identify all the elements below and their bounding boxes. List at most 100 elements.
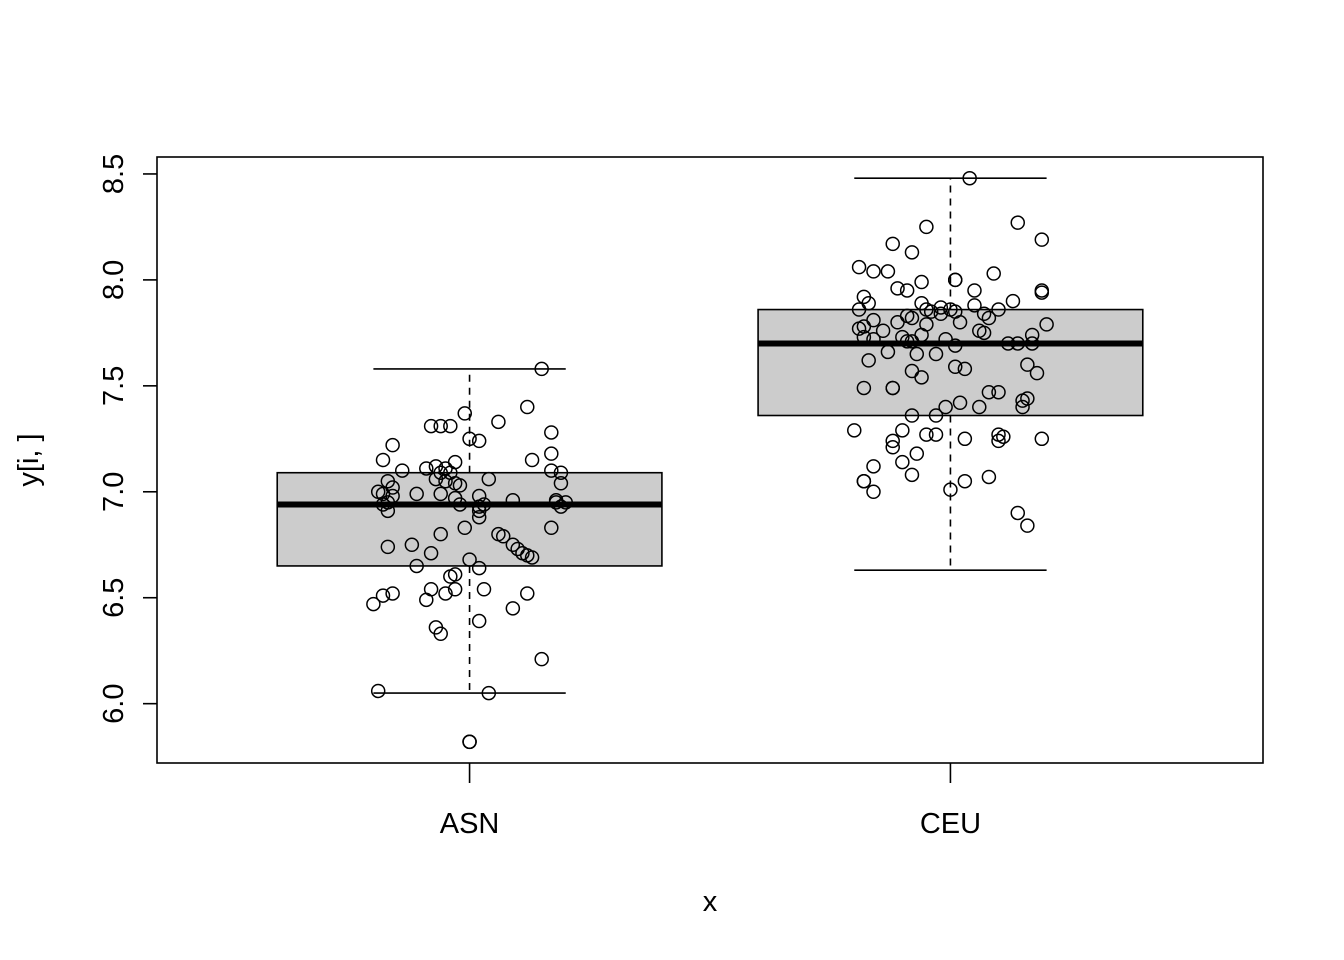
jitter-point: [452, 497, 468, 512]
jitter-point: [544, 463, 559, 478]
jitter-point: [1034, 285, 1050, 300]
jitter-point: [433, 626, 448, 641]
jitter-point: [952, 315, 968, 330]
jitter-point: [885, 380, 900, 396]
jitter-point: [1010, 336, 1026, 351]
jitter-point: [419, 461, 434, 476]
jitter-point: [880, 344, 896, 360]
jitter-point: [851, 259, 867, 275]
jitter-point: [895, 423, 910, 438]
y-tick-label: 6.5: [98, 578, 130, 618]
jitter-point: [981, 384, 997, 400]
jitter-point: [476, 582, 492, 597]
jitter-point: [462, 431, 477, 447]
jitter-point: [385, 437, 400, 453]
jitter-point: [866, 312, 881, 328]
jitter-point: [375, 588, 391, 603]
jitter-point: [895, 329, 910, 345]
jitter-point: [919, 219, 934, 235]
jitter-point: [1000, 336, 1016, 351]
jitter-point: [866, 331, 881, 347]
jitter-point: [962, 170, 977, 186]
jitter-point: [856, 473, 872, 489]
jitter-point: [1005, 293, 1021, 309]
jitter-point: [957, 473, 973, 489]
jitter-point: [366, 596, 381, 612]
jitter-point: [534, 651, 549, 667]
jitter-point: [544, 520, 559, 536]
jitter-point: [904, 245, 920, 260]
y-tick-label: 6.0: [98, 684, 130, 724]
jitter-point: [967, 283, 982, 298]
jitter-point: [991, 433, 1006, 449]
jitter-point: [981, 469, 997, 485]
jitter-point: [919, 317, 934, 332]
jitter-point: [991, 384, 1006, 400]
jitter-point: [423, 545, 439, 561]
jitter-point: [558, 495, 573, 510]
jitter-point: [433, 465, 448, 480]
jitter-point: [923, 304, 939, 319]
jitter-point: [890, 281, 905, 296]
jitter-point: [457, 406, 473, 421]
jitter-point: [471, 560, 487, 576]
jitter-point: [1034, 431, 1050, 447]
jitter-point: [505, 493, 521, 508]
jitter-point: [957, 431, 973, 447]
jitter-point: [423, 418, 439, 434]
jitter-point: [861, 353, 876, 368]
jitter-point: [505, 537, 521, 553]
jitter-point: [491, 414, 506, 430]
y-axis-label: y[i, ]: [13, 433, 45, 486]
jitter-point: [409, 558, 424, 574]
jitter-point: [947, 272, 963, 288]
jitter-point: [544, 446, 559, 461]
jitter-point: [462, 552, 477, 567]
jitter-point: [885, 236, 900, 252]
jitter-point: [981, 310, 997, 326]
jitter-point: [914, 370, 929, 385]
jitter-point: [943, 482, 958, 497]
jitter-point: [909, 346, 925, 362]
jitter-point: [976, 325, 992, 341]
jitter-point: [928, 408, 944, 423]
jitter-point: [885, 433, 900, 449]
jitter-point: [404, 537, 420, 553]
jitter-point: [1034, 232, 1050, 247]
jitter-point: [967, 298, 982, 313]
box-ASN: [276, 471, 663, 567]
jitter-point: [866, 459, 881, 474]
jitter-point: [375, 452, 391, 468]
jitter-point: [933, 300, 949, 315]
jitter-point: [380, 539, 396, 555]
jitter-point: [423, 582, 439, 597]
jitter-point: [1024, 327, 1040, 343]
jitter-point: [495, 529, 511, 544]
jitter-point: [553, 499, 569, 514]
jitter-point: [457, 520, 473, 536]
jitter-point: [914, 274, 929, 290]
jitter-point: [409, 486, 424, 502]
jitter-point: [553, 476, 569, 491]
jitter-point: [919, 427, 934, 442]
jitter-point: [1015, 399, 1030, 415]
jitter-point: [438, 586, 453, 601]
jitter-point: [1020, 357, 1035, 372]
jitter-point: [957, 361, 973, 377]
plot-layer: 6.0 6.5 7.0 7.5 8.0 8.5 ASN CEU: [98, 154, 1264, 840]
jitter-point: [976, 306, 992, 322]
jitter-point: [544, 425, 559, 440]
jitter-point: [866, 264, 881, 279]
jitter-point: [996, 429, 1011, 444]
jitter-point: [471, 509, 487, 525]
y-tick-label: 7.5: [98, 366, 130, 406]
jitter-point: [433, 418, 448, 434]
jitter-point: [471, 488, 487, 504]
jitter-point: [534, 361, 549, 377]
jitter-point: [548, 495, 564, 510]
jitter-point: [904, 467, 920, 483]
jitter-point: [861, 295, 876, 311]
jitter-point: [447, 454, 463, 470]
jitter-point: [1010, 215, 1026, 230]
